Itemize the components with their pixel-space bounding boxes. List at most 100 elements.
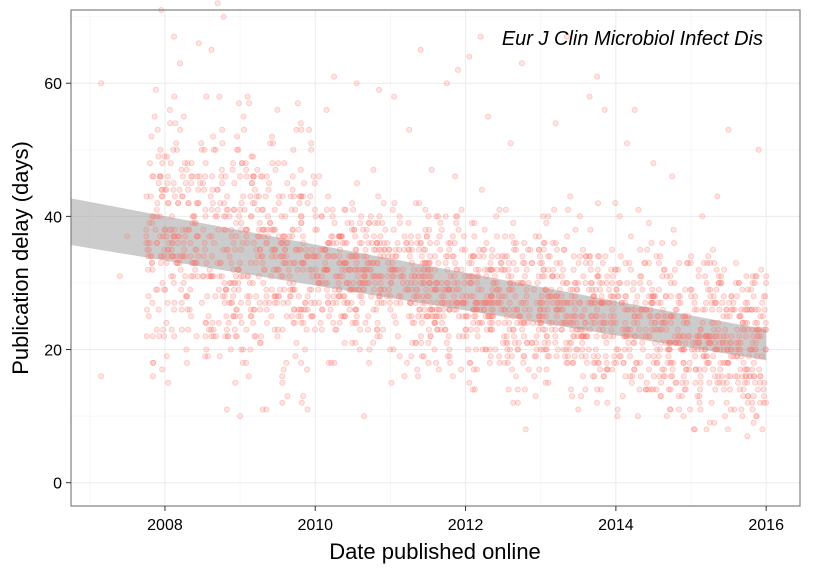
data-point (543, 313, 550, 320)
data-point (419, 293, 426, 300)
data-point (271, 299, 278, 306)
data-point (631, 313, 638, 320)
data-point (374, 326, 381, 333)
data-point (553, 313, 560, 320)
data-point (380, 253, 387, 260)
data-point (321, 266, 328, 273)
data-point (282, 246, 289, 253)
data-point (676, 406, 683, 413)
data-point (673, 339, 680, 346)
data-point (359, 299, 366, 306)
data-point (519, 279, 526, 286)
data-point (725, 359, 732, 366)
data-point (523, 339, 530, 346)
data-point (669, 373, 676, 380)
data-point (349, 286, 356, 293)
data-point (427, 299, 434, 306)
data-point (268, 313, 275, 320)
data-point (552, 306, 559, 313)
data-point (219, 293, 226, 300)
data-point (192, 246, 199, 253)
data-point (214, 0, 221, 7)
data-point (726, 313, 733, 320)
data-point (510, 259, 517, 266)
data-point (710, 246, 717, 253)
data-point (670, 359, 677, 366)
data-point (696, 393, 703, 400)
data-point (295, 313, 302, 320)
data-point (445, 239, 452, 246)
data-point (290, 259, 297, 266)
data-point (371, 273, 378, 280)
data-point (220, 213, 227, 220)
data-point (215, 226, 222, 233)
data-point (612, 200, 619, 207)
data-point (450, 293, 457, 300)
data-point (621, 306, 628, 313)
data-point (263, 286, 270, 293)
data-point (232, 246, 239, 253)
data-point (478, 186, 485, 193)
data-point (723, 333, 730, 340)
data-point (488, 306, 495, 313)
data-point (200, 226, 207, 233)
data-point (200, 273, 207, 280)
data-point (696, 339, 703, 346)
data-point (179, 226, 186, 233)
data-point (535, 273, 542, 280)
data-point (591, 373, 598, 380)
data-point (498, 259, 505, 266)
data-point (700, 353, 707, 360)
data-point (144, 306, 151, 313)
data-point (489, 326, 496, 333)
data-point (673, 379, 680, 386)
data-point (567, 299, 574, 306)
data-point (294, 266, 301, 273)
data-point (667, 386, 674, 393)
data-point (421, 259, 428, 266)
data-point (261, 266, 268, 273)
data-point (558, 319, 565, 326)
data-point (453, 306, 460, 313)
data-point (273, 293, 280, 300)
data-point (311, 180, 318, 187)
data-point (576, 326, 583, 333)
data-point (688, 293, 695, 300)
data-point (643, 306, 650, 313)
data-point (754, 333, 761, 340)
data-point (719, 299, 726, 306)
data-point (149, 299, 156, 306)
data-point (762, 346, 769, 353)
data-point (322, 246, 329, 253)
data-point (257, 173, 264, 180)
data-point (528, 339, 535, 346)
data-point (285, 266, 292, 273)
data-point (336, 259, 343, 266)
data-point (537, 306, 544, 313)
data-point (667, 273, 674, 280)
data-point (318, 306, 325, 313)
data-point (453, 219, 460, 226)
data-point (377, 239, 384, 246)
data-point (549, 239, 556, 246)
data-point (477, 306, 484, 313)
data-point (179, 173, 186, 180)
data-point (488, 293, 495, 300)
data-point (399, 266, 406, 273)
data-point (300, 306, 307, 313)
data-point (318, 273, 325, 280)
data-point (386, 299, 393, 306)
data-point (650, 160, 657, 167)
data-point (397, 273, 404, 280)
data-point (480, 299, 487, 306)
data-point (679, 333, 686, 340)
data-point (753, 273, 760, 280)
data-point (578, 353, 585, 360)
data-point (667, 313, 674, 320)
data-point (380, 299, 387, 306)
data-point (177, 253, 184, 260)
data-point (583, 333, 590, 340)
data-point (487, 326, 494, 333)
data-point (502, 206, 509, 213)
data-point (150, 213, 157, 220)
